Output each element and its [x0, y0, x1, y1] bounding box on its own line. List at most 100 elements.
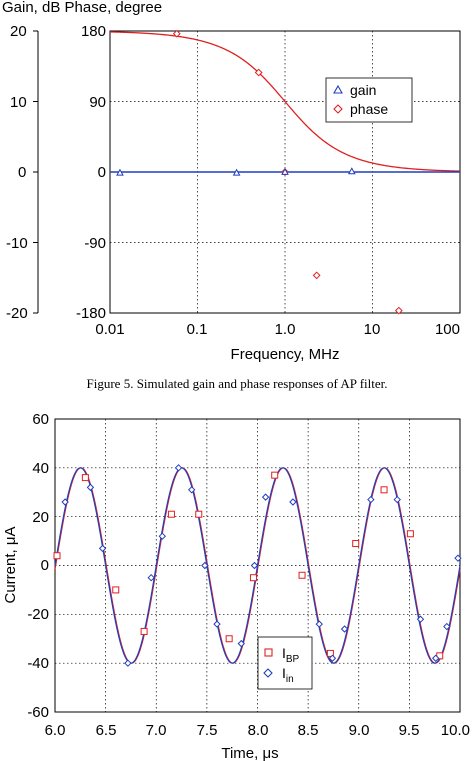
figure5-caption: Figure 5. Simulated gain and phase respo… [87, 376, 388, 391]
chart2-ibp-marker [140, 627, 148, 635]
chart2-x-tick-label: 8.5 [298, 722, 319, 739]
chart2-legend-iin-marker [263, 668, 273, 678]
chart1-phase-marker [312, 271, 321, 280]
chart2-series [53, 464, 462, 667]
chart2-x-tick-label: 7.5 [197, 722, 218, 739]
chart1-legend-phase-marker [333, 104, 343, 114]
chart2-iin-marker [454, 554, 462, 562]
chart2-iin-marker [328, 654, 337, 662]
chart1-gain-marker [232, 168, 241, 176]
chart2-legend-iin-label: Iin [282, 665, 294, 685]
chart2-ibp-marker [406, 530, 414, 538]
chart2-ibp-marker [195, 510, 203, 518]
chart2-iin-marker [187, 486, 196, 494]
chart2-legend-ibp-sub: BP [286, 654, 300, 665]
chart2-x-tick-label: 9.0 [349, 722, 370, 739]
chart2-legend-ibp-label: IBP [282, 645, 300, 665]
chart2-iin-marker [393, 495, 401, 504]
chart2-x-tick-label: 6.0 [45, 722, 66, 739]
chart2-legend-ibp-main: I [282, 645, 286, 661]
chart1-legend-gain-marker [333, 84, 343, 94]
chart1-ylabel: Gain, dB Phase, degree [2, 0, 162, 16]
chart2-iin-marker [174, 464, 183, 472]
chart2-iin-marker [340, 625, 349, 633]
chart2-y-tick-label: -40 [27, 655, 49, 672]
chart2-iin-marker [237, 639, 246, 648]
chart1-right-tick-label: 180 [81, 23, 106, 40]
chart1-x-tick-label: 10 [364, 321, 381, 338]
chart2-iin-marker [98, 544, 107, 553]
chart2-iin-marker [443, 622, 451, 631]
chart1-left-tick-label: 20 [10, 23, 27, 40]
chart1-phase-marker [394, 306, 403, 315]
chart1-left-tick-label: 10 [10, 94, 27, 111]
chart2-xlabel: Time, μs [221, 745, 278, 761]
chart2-iin-marker [289, 498, 297, 506]
chart2-iin-marker [147, 574, 155, 582]
chart2-ibp-marker [167, 510, 175, 518]
chart-current-time: 60 40 20 0 -20 -40 -60 6.0 6.5 7.0 7.5 8… [2, 411, 470, 761]
chart2-x-tick-label: 9.5 [399, 722, 420, 739]
chart2-iin-marker [124, 659, 132, 667]
chart2-iin-marker [61, 498, 69, 506]
chart2-ibp-marker [352, 540, 360, 548]
chart1-right-tick-label: 90 [89, 94, 106, 111]
chart2-ibp-marker [81, 474, 89, 482]
chart1-x-tick-label: 100 [435, 321, 460, 338]
chart1-phase-line [109, 31, 461, 172]
chart2-grid [55, 419, 460, 712]
chart2-legend-iin-sub: in [286, 674, 294, 685]
chart2-iin-marker [213, 620, 221, 628]
chart2-iin-marker [86, 483, 95, 492]
chart1-legend: gain phase [325, 77, 413, 123]
chart1-phase-marker [172, 29, 181, 38]
chart1-gain-marker [347, 167, 356, 175]
chart1-legend-box [325, 77, 413, 123]
chart2-iin-marker [261, 493, 270, 501]
chart1-left-tick-label: -10 [6, 235, 28, 252]
chart2-iin-marker [201, 561, 209, 570]
chart1-left-tick-label: 0 [18, 164, 26, 181]
chart2-legend: IBP Iin [257, 636, 313, 690]
chart2-x-tick-label: 7.0 [146, 722, 167, 739]
chart1-right-tick-label: -90 [84, 235, 106, 252]
chart1-left-tick-label: -20 [6, 305, 28, 322]
chart2-y-tick-label: -20 [27, 606, 49, 623]
chart2-y-tick-label: 0 [41, 557, 49, 574]
chart1-left-ticks [33, 30, 38, 314]
chart2-ibp-marker [298, 571, 306, 579]
chart1-gain-marker [281, 167, 289, 175]
chart1-x-tick-label: 0.1 [187, 321, 208, 338]
chart2-ibp-marker [53, 552, 61, 560]
chart2-x-tick-label: 6.5 [96, 722, 117, 739]
chart2-iin-marker [367, 495, 375, 504]
chart2-iin-marker [158, 532, 167, 540]
chart1-series [109, 29, 461, 315]
chart1-legend-gain-label: gain [350, 82, 376, 98]
chart1-xlabel: Frequency, MHz [231, 346, 340, 363]
chart2-ibp-marker [326, 649, 334, 657]
chart1-x-tick-label: 1.0 [275, 321, 296, 338]
chart2-ibp-marker [271, 471, 279, 479]
chart1-gain-marker [116, 168, 124, 176]
chart1-phase-marker [254, 68, 263, 77]
chart2-x-tick-label: 8.0 [248, 722, 269, 739]
chart2-ibp-marker [225, 635, 233, 643]
chart2-legend-iin-main: I [282, 665, 286, 681]
chart2-legend-box [257, 636, 313, 690]
chart2-ibp-marker [249, 574, 257, 582]
chart2-ibp-marker [380, 486, 388, 494]
chart2-x-tick-label: 10.0 [441, 722, 470, 739]
chart1-x-tick-label: 0.01 [95, 321, 124, 338]
chart1-legend-phase-label: phase [350, 101, 388, 117]
chart2-y-tick-label: -60 [27, 704, 49, 721]
chart-gain-phase: Gain, dB Phase, degree 20 10 0 -10 -20 1… [2, 0, 461, 391]
chart2-iin-marker [431, 654, 440, 662]
chart2-iin-marker [315, 620, 323, 628]
chart1-right-tick-label: 0 [98, 164, 106, 181]
chart2-ibp-marker [112, 586, 120, 594]
chart2-y-tick-label: 60 [32, 411, 49, 428]
chart2-iin-marker [250, 561, 259, 570]
chart2-iin-marker [416, 615, 425, 623]
